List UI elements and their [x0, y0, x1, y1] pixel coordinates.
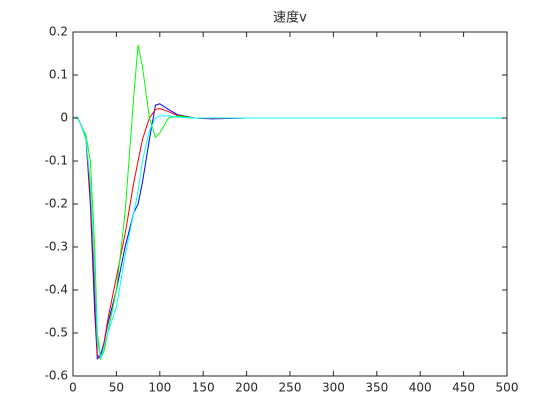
x-tick-label: 450: [452, 381, 475, 395]
y-tick-label: 0: [60, 111, 68, 125]
data-line: [72, 115, 507, 359]
y-tick-label: -0.1: [45, 154, 68, 168]
x-tick-label: 400: [409, 381, 432, 395]
y-tick-label: -0.4: [45, 283, 68, 297]
x-tick-label: 300: [322, 381, 345, 395]
x-tick-label: 50: [109, 381, 124, 395]
y-tick-label: 0.1: [49, 68, 68, 82]
x-tick-label: 100: [148, 381, 171, 395]
y-tick-label: -0.5: [45, 326, 68, 340]
y-tick-label: -0.2: [45, 197, 68, 211]
chart-title: 速度v: [273, 10, 307, 26]
y-tick-label: -0.3: [45, 240, 68, 254]
x-tick-label: 150: [192, 381, 215, 395]
y-tick-label: 0.2: [49, 25, 68, 39]
x-tick-label: 250: [279, 381, 302, 395]
x-tick-label: 350: [365, 381, 388, 395]
x-tick-label: 200: [235, 381, 258, 395]
x-tick-label: 500: [496, 381, 519, 395]
x-tick-label: 0: [69, 381, 77, 395]
y-tick-label: -0.6: [45, 369, 68, 383]
